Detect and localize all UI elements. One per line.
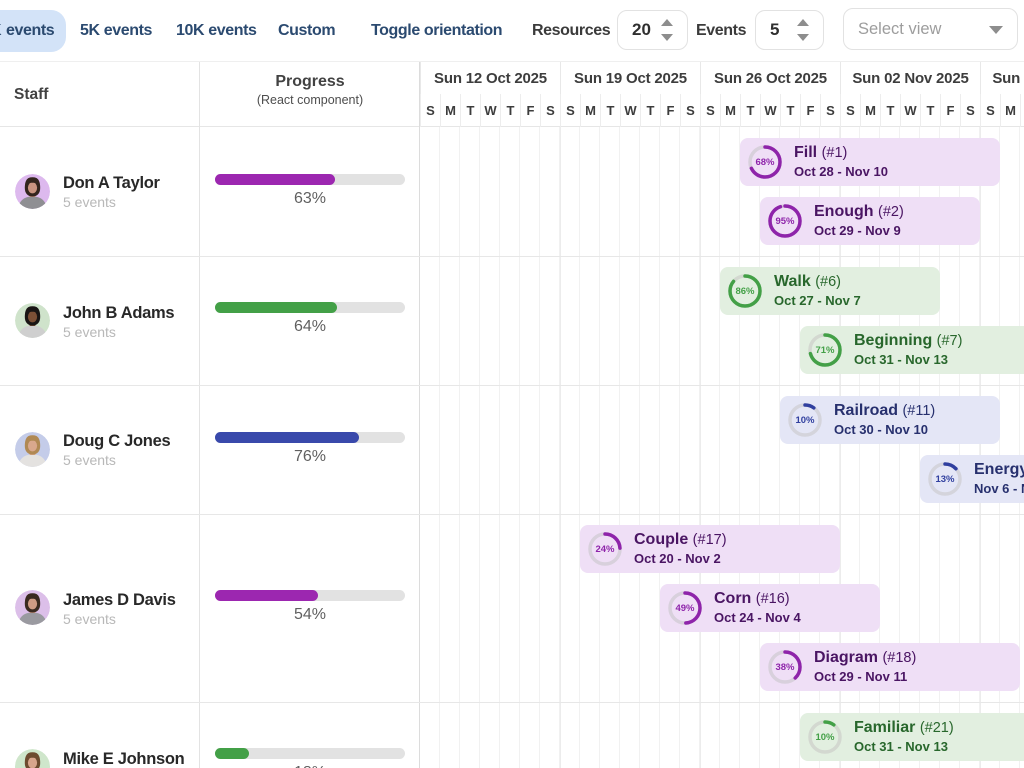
svg-text:10%: 10% [795,415,815,426]
svg-text:49%: 49% [675,603,695,614]
svg-text:71%: 71% [815,345,835,356]
svg-text:38%: 38% [775,662,795,673]
svg-text:13%: 13% [935,474,955,485]
svg-text:24%: 24% [595,544,615,555]
svg-text:68%: 68% [755,157,775,168]
svg-text:86%: 86% [735,286,755,297]
svg-text:10%: 10% [815,732,835,743]
svg-text:95%: 95% [775,216,795,227]
